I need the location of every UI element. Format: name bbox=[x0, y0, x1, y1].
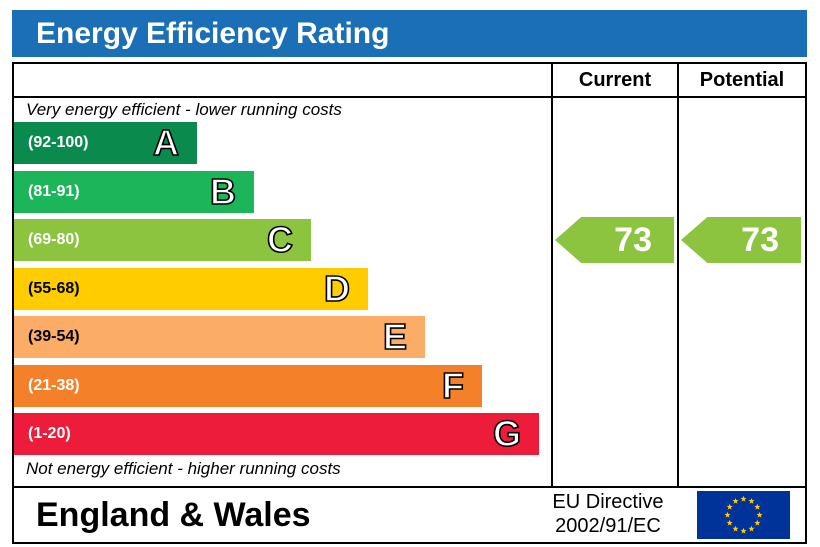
column-header-current: Current bbox=[578, 69, 652, 91]
band-range-label: (69-80) bbox=[28, 231, 80, 248]
band-range-label: (1-20) bbox=[28, 425, 71, 442]
eu-star-icon bbox=[754, 503, 761, 510]
band-letter: C bbox=[266, 218, 294, 261]
eu-star-icon bbox=[748, 497, 755, 504]
top-note: Very energy efficient - lower running co… bbox=[26, 100, 342, 119]
page-title: Energy Efficiency Rating bbox=[12, 10, 807, 57]
rating-band-d: (55-68) D bbox=[14, 267, 368, 310]
band-letter: D bbox=[323, 267, 351, 310]
current-rating-arrow: 73 bbox=[555, 217, 674, 263]
eu-star-icon bbox=[726, 503, 733, 510]
column-divider-left bbox=[551, 62, 553, 488]
eu-flag-icon bbox=[697, 491, 790, 539]
eu-star-icon bbox=[740, 527, 747, 534]
directive-line-2: 2002/91/EC bbox=[555, 515, 661, 537]
band-range-label: (92-100) bbox=[28, 134, 89, 151]
rating-band-b: (81-91) B bbox=[14, 170, 254, 213]
rating-band-e: (39-54) E bbox=[14, 315, 425, 358]
band-letter: A bbox=[152, 121, 180, 164]
directive-line-1: EU Directive bbox=[552, 491, 664, 513]
eu-star-icon bbox=[748, 525, 755, 532]
band-letter: B bbox=[209, 170, 237, 213]
eu-star-icon bbox=[724, 511, 731, 518]
eu-star-icon bbox=[756, 511, 763, 518]
header-row-divider bbox=[12, 96, 807, 98]
potential-rating-arrow: 73 bbox=[681, 217, 801, 263]
rating-frame bbox=[12, 62, 807, 544]
band-letter: G bbox=[492, 412, 522, 455]
column-divider-right bbox=[677, 62, 679, 488]
band-range-label: (39-54) bbox=[28, 328, 80, 345]
rating-band-a: (92-100) A bbox=[14, 121, 197, 164]
rating-band-f: (21-38) F bbox=[14, 364, 482, 407]
eu-star-icon bbox=[732, 497, 739, 504]
band-range-label: (21-38) bbox=[28, 376, 80, 394]
eu-star-icon bbox=[726, 519, 733, 526]
rating-band-c: (69-80) C bbox=[14, 218, 311, 261]
eu-star-icon bbox=[732, 525, 739, 532]
bottom-note: Not energy efficient - higher running co… bbox=[26, 459, 341, 478]
band-range-label: (81-91) bbox=[28, 182, 80, 200]
column-header-potential: Potential bbox=[699, 69, 785, 91]
band-letter: F bbox=[441, 364, 465, 407]
band-range-label: (55-68) bbox=[28, 279, 80, 297]
footer-divider bbox=[12, 486, 807, 488]
eu-star-icon bbox=[754, 519, 761, 526]
eu-star-icon bbox=[740, 495, 747, 502]
band-letter: E bbox=[382, 315, 408, 358]
rating-band-g: (1-20) G bbox=[14, 412, 539, 455]
region-label: England & Wales bbox=[36, 496, 311, 534]
